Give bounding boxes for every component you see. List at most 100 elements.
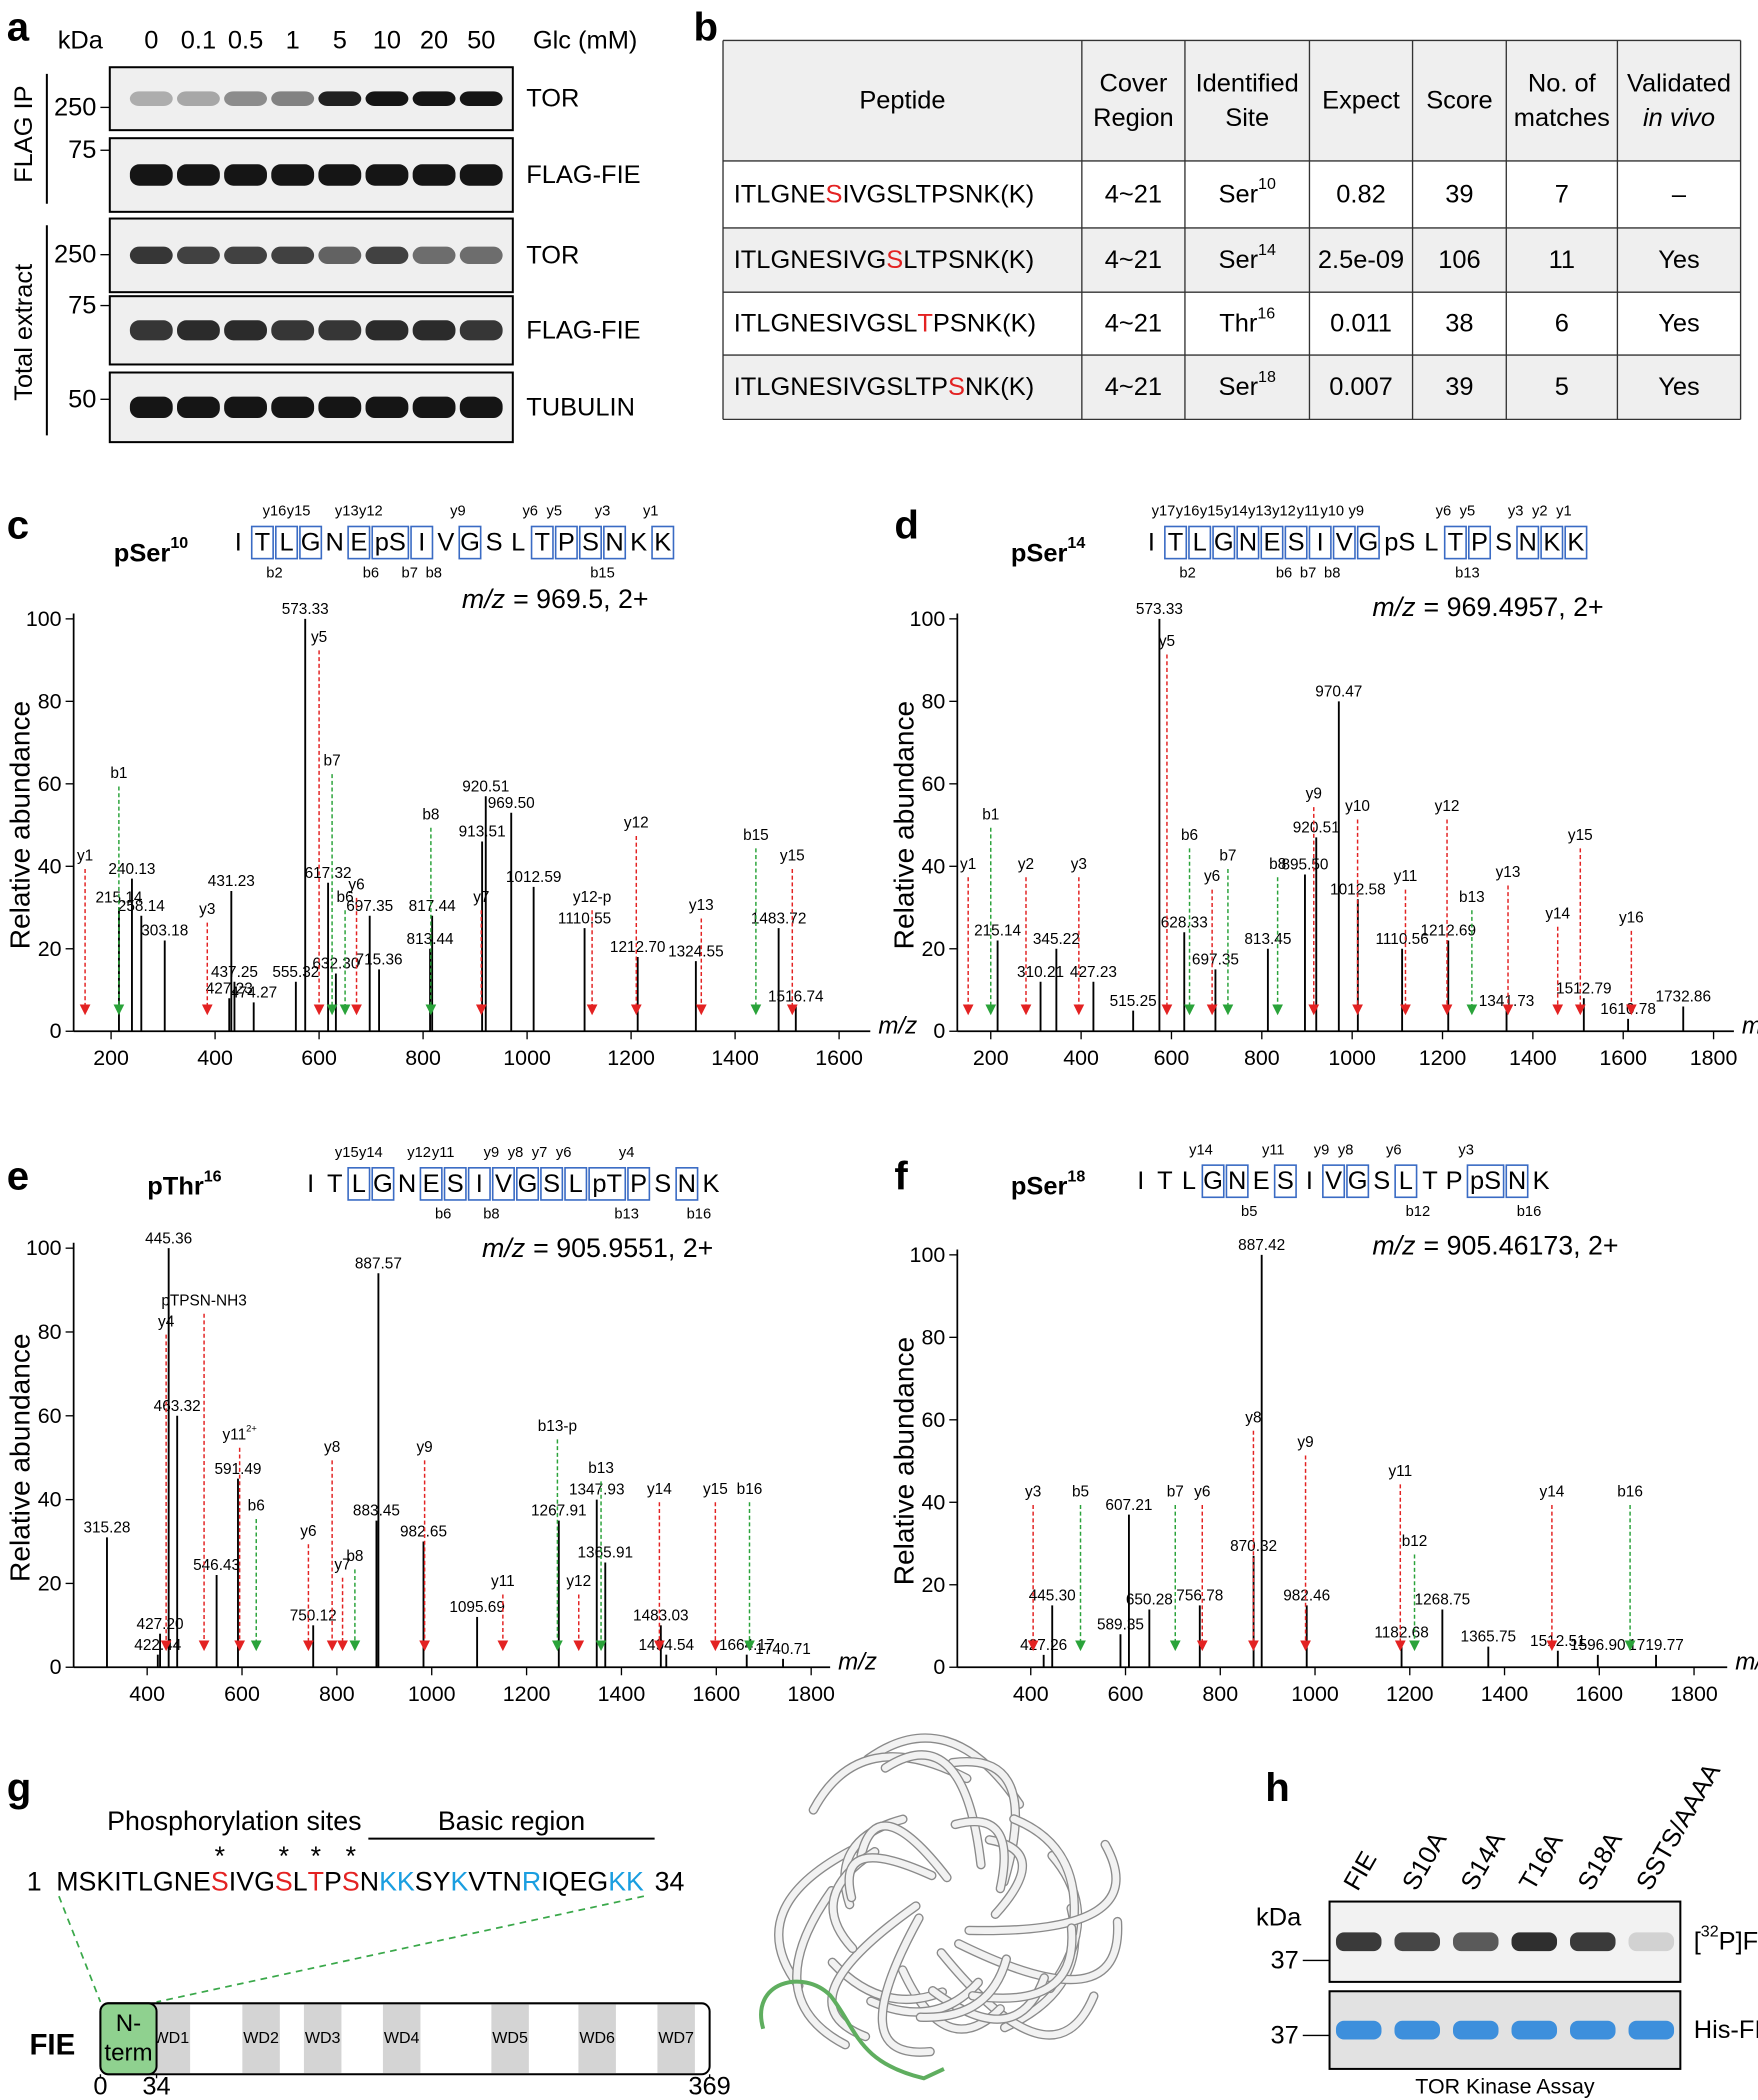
wd-repeat	[491, 2004, 529, 2073]
peak-label: 750.12	[290, 1607, 337, 1624]
residue: L	[569, 1170, 583, 1198]
x-tick-label: 800	[1244, 1046, 1280, 1070]
protein-label: FIE	[29, 2028, 75, 2061]
row-label: FLAG-FIE	[526, 161, 640, 189]
ion-annotation-part: y12	[1435, 798, 1460, 815]
table-row	[723, 40, 1741, 161]
residue: G	[1348, 1167, 1368, 1195]
residue-box	[516, 1167, 540, 1201]
peak-label: 887.57	[355, 1255, 402, 1272]
ion-arrowhead	[303, 1640, 314, 1652]
peak-label: 607.21	[1105, 1497, 1152, 1514]
validated: –	[1672, 180, 1687, 208]
ion-annotation: y15	[703, 1480, 728, 1497]
ion-annotation-part: y6	[1204, 868, 1220, 885]
residue-box	[1356, 525, 1380, 560]
ion-annotation-part: b7	[1219, 847, 1236, 864]
structure-strand	[845, 1854, 936, 1901]
residue: S	[543, 1170, 560, 1198]
spectrum-title: pSer14	[1011, 534, 1085, 567]
blot-band	[1335, 1932, 1382, 1952]
ion-arrowhead	[339, 1004, 351, 1016]
ion-annotation-part: y16	[1619, 909, 1644, 926]
residue: S	[1277, 1167, 1294, 1195]
marker-label: 75	[68, 136, 96, 164]
kda-label: kDa	[58, 26, 104, 54]
motif-segment: MSKITLGNE	[56, 1866, 211, 1896]
peak-label: 715.36	[356, 952, 403, 969]
ion-annotation-part: y15	[703, 1480, 728, 1497]
x-tick-label: 400	[129, 1682, 165, 1706]
marker-label: 250	[54, 93, 96, 121]
site-part: 14	[1258, 241, 1276, 259]
x-tick-label: 1600	[692, 1682, 740, 1706]
cover-region: 4~21	[1105, 310, 1162, 338]
peak-label: 427.20	[137, 1616, 184, 1633]
residue: E	[350, 529, 367, 557]
residue: N	[1228, 1167, 1246, 1195]
y-tick-label: 40	[38, 854, 62, 878]
blot-band	[1628, 2020, 1675, 2040]
y-ion-label: y8	[508, 1145, 524, 1161]
ion-arrowhead	[1502, 1004, 1514, 1016]
x-tick-label: 200	[973, 1046, 1009, 1070]
ion-arrowhead	[497, 1640, 509, 1652]
b-ion-label: b7	[402, 565, 418, 581]
y-axis-label: Relative abundance	[888, 1337, 919, 1585]
spectrum-title: pThr16	[147, 1167, 221, 1200]
site-part: 10	[1258, 175, 1276, 193]
wd-label: WD7	[658, 2029, 694, 2047]
residue-box	[1540, 525, 1564, 560]
residue-box	[371, 1167, 395, 1201]
ion-annotation: y12-p	[573, 888, 611, 905]
ion-arrowhead	[326, 1004, 338, 1016]
peak-label: 555.32	[272, 964, 319, 981]
ion-arrowhead	[595, 1640, 607, 1652]
residue: N	[398, 1170, 416, 1198]
residue: pT	[592, 1170, 622, 1198]
residue: L	[1182, 1167, 1196, 1195]
x-tick-label: 200	[93, 1046, 129, 1070]
residue: P	[558, 529, 575, 557]
y-ion-label: y14	[359, 1145, 383, 1161]
ion-annotation: b12	[1402, 1533, 1428, 1550]
ion-arrowhead	[1352, 1004, 1363, 1016]
x-axis-label: m/z	[1735, 1648, 1758, 1675]
marker-label: 75	[68, 292, 96, 320]
residue: T	[1422, 1167, 1438, 1195]
ion-annotation: y4	[158, 1313, 175, 1330]
wd-repeat	[152, 2004, 191, 2073]
peak-label: 573.33	[1136, 601, 1183, 618]
blot-band	[177, 164, 220, 186]
blot-band	[318, 396, 362, 419]
residue: T	[1448, 529, 1464, 557]
y-ion-label: y3	[1508, 504, 1524, 520]
ion-annotation-part: y11	[1394, 868, 1418, 885]
motif-segment: T	[308, 1866, 324, 1896]
peak-label: 515.25	[1110, 993, 1157, 1010]
blot-band	[365, 320, 409, 341]
peak-label: 1110.55	[558, 910, 611, 927]
y-ion-label: y9	[1314, 1142, 1330, 1158]
y-ion-label: y6	[522, 504, 538, 520]
phospho-label: Phosphorylation sites	[107, 1806, 361, 1836]
table-header: Validated	[1627, 69, 1731, 97]
y-tick-label: 80	[921, 689, 945, 713]
score: 39	[1445, 180, 1473, 208]
residue: T	[1168, 529, 1184, 557]
b-ion-label: b2	[1179, 565, 1195, 581]
b-ion-label: b12	[1406, 1204, 1431, 1220]
ion-annotation-part: y5	[311, 629, 327, 646]
structure-strand	[964, 1839, 1121, 1936]
ion-annotation-part: b13	[588, 1459, 614, 1476]
ion-annotation: y2	[1018, 855, 1034, 872]
residue-box	[410, 525, 434, 560]
ion-annotation: b6	[337, 888, 354, 905]
row-label: His-FIE	[1694, 2016, 1758, 2044]
residue-box	[1346, 1164, 1370, 1199]
ion-arrowhead	[709, 1640, 721, 1652]
cover-region: 4~21	[1105, 180, 1162, 208]
y-ion-label: y2	[1532, 504, 1548, 520]
ion-arrowhead	[750, 1004, 762, 1016]
ion-annotation-part: y14	[1545, 905, 1570, 922]
